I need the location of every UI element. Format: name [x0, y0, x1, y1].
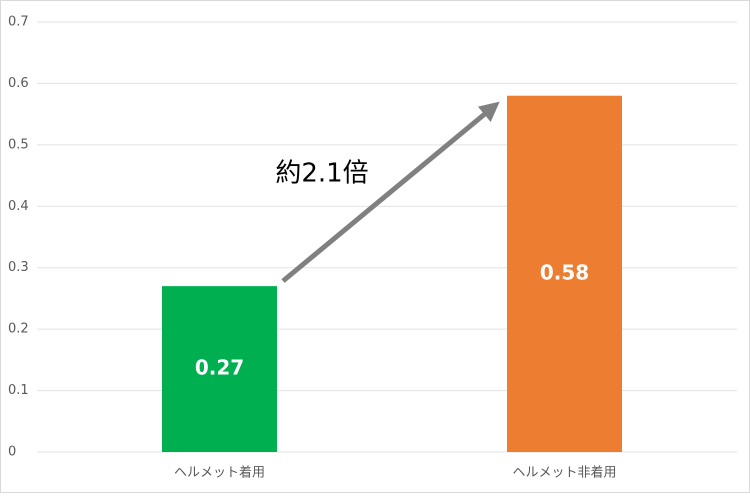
y-tick-label: 0.5	[8, 137, 29, 152]
y-tick-label: 0.1	[8, 383, 29, 398]
bar	[507, 95, 622, 452]
y-tick-label: 0.2	[8, 322, 29, 337]
x-tick-label: ヘルメット非着用	[512, 465, 616, 481]
y-tick-label: 0	[8, 445, 16, 460]
y-tick-label: 0.7	[8, 15, 29, 30]
data-label: 0.27	[195, 356, 244, 380]
bar	[162, 286, 277, 452]
y-tick-label: 0.4	[8, 199, 29, 214]
y-tick-label: 0.3	[8, 260, 29, 275]
x-tick-label: ヘルメット着用	[174, 465, 265, 481]
data-label: 0.58	[540, 260, 589, 284]
arrow	[281, 101, 500, 283]
annotation: 約2.1倍	[275, 159, 368, 189]
y-tick-label: 0.6	[8, 76, 29, 91]
